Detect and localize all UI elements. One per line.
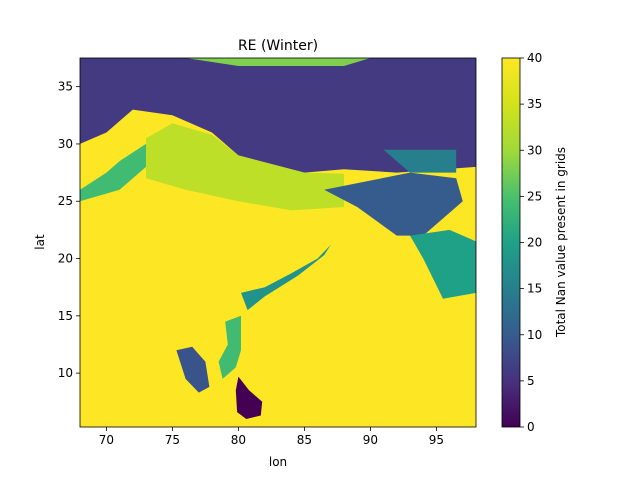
colorbar: 0 5 10 15 20 25 30 35 40 Total Nan value present… xyxy=(501,51,568,434)
colorbar-ticks: 0 5 10 15 20 25 30 35 40 xyxy=(520,51,542,434)
region-east-coast xyxy=(241,244,331,311)
colorbar-tick-label: 0 xyxy=(527,420,535,434)
y-tick-label: 25 xyxy=(58,194,73,208)
x-tick-label: 80 xyxy=(231,433,246,447)
region-bengal xyxy=(324,172,463,236)
y-tick-label: 10 xyxy=(58,366,73,380)
region-sri-lanka xyxy=(235,376,263,419)
region-southeast-coast xyxy=(218,315,241,379)
x-axis-label: lon xyxy=(269,455,287,469)
region-kerala xyxy=(176,346,210,393)
x-tick-label: 90 xyxy=(363,433,378,447)
colorbar-tick-label: 30 xyxy=(527,143,542,157)
x-tick-label: 70 xyxy=(99,433,114,447)
x-tick-label: 75 xyxy=(165,433,180,447)
colorbar-tick-label: 10 xyxy=(527,328,542,342)
colorbar-tick-label: 25 xyxy=(527,189,542,203)
region-north-edge xyxy=(185,58,371,66)
y-tick-label: 35 xyxy=(58,80,73,94)
y-tick-label: 15 xyxy=(58,309,73,323)
colorbar-label: Total Nan value present in grids xyxy=(554,147,568,338)
colorbar-tick-label: 5 xyxy=(527,374,535,388)
chart-title: RE (Winter) xyxy=(238,38,318,54)
region-north xyxy=(80,58,476,173)
x-tick-label: 85 xyxy=(297,433,312,447)
y-tick-label: 20 xyxy=(58,252,73,266)
colorbar-tick-label: 15 xyxy=(527,282,542,296)
region-northwest xyxy=(80,143,146,202)
region-northeast xyxy=(383,149,457,173)
colorbar-gradient xyxy=(501,57,521,428)
heatmap-plot-area xyxy=(80,58,476,427)
colorbar-tick-label: 35 xyxy=(527,97,542,111)
x-axis: 70 75 80 85 90 95 xyxy=(99,427,444,447)
colorbar-tick-label: 20 xyxy=(527,236,542,250)
colorbar-tick-label: 40 xyxy=(527,51,542,65)
y-axis: 10 15 20 25 30 35 xyxy=(58,80,80,380)
plot-frame xyxy=(79,57,477,428)
heatmap-regions xyxy=(80,58,476,419)
y-axis-label: lat xyxy=(33,234,47,250)
x-tick-label: 95 xyxy=(429,433,444,447)
region-gangetic-plain xyxy=(146,123,344,211)
y-tick-label: 30 xyxy=(58,137,73,151)
region-myanmar xyxy=(410,229,476,299)
